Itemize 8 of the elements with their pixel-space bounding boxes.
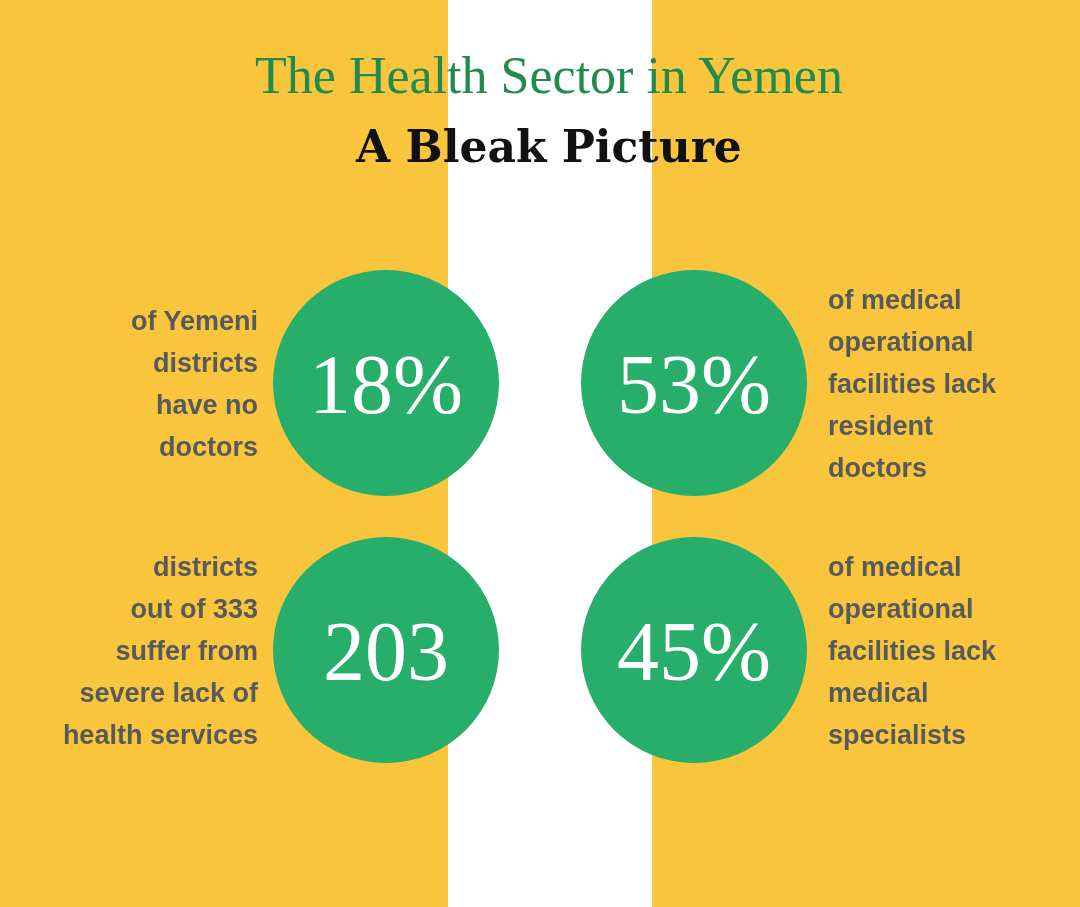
category-label: of medical operational facilities lack resident doctors <box>828 285 998 483</box>
data-label: 53% <box>617 338 771 431</box>
data-label: 18% <box>309 338 463 431</box>
category-label: districts out of 333 suffer from severe lack of health services <box>62 552 260 750</box>
category-label: of Yemeni districts have no doctors <box>130 306 258 462</box>
category-label: of medical operational facilities lack medical specialists <box>828 552 998 750</box>
data-label: 45% <box>617 605 771 698</box>
data-label: 203 <box>323 605 449 698</box>
